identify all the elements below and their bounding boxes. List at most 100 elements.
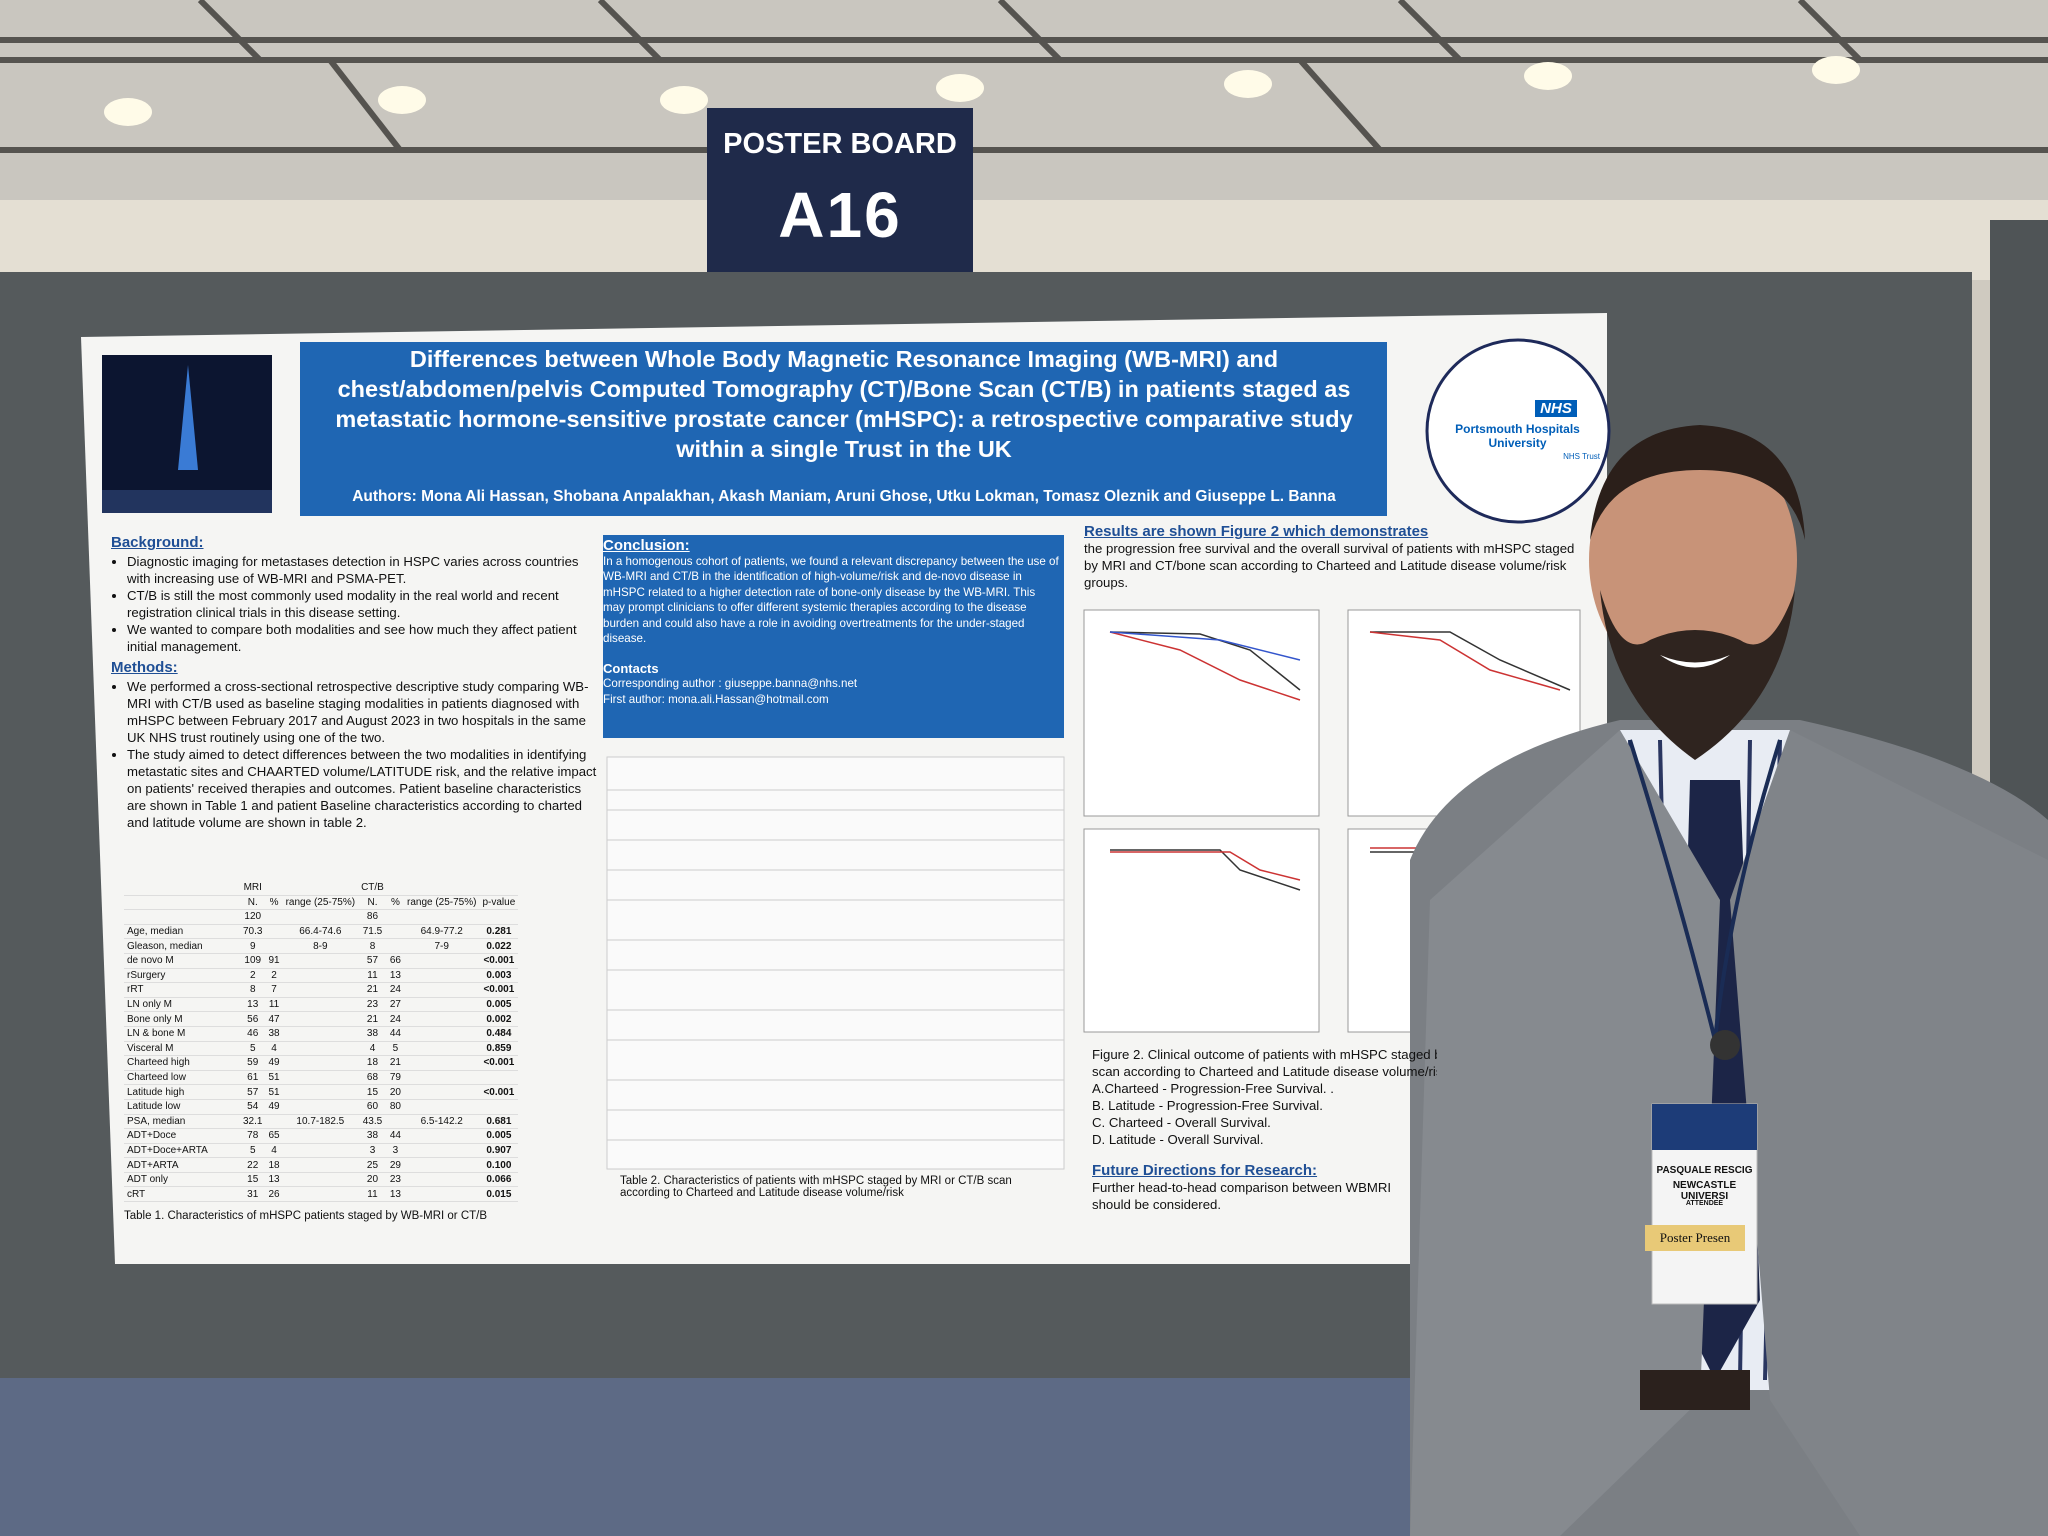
table-cell: [282, 1026, 359, 1042]
table-cell: [403, 1143, 480, 1159]
table-cell: rRT: [124, 982, 240, 998]
table-cell: 8: [358, 938, 387, 954]
table-cell: [479, 909, 519, 925]
table-cell: 56: [240, 1011, 266, 1027]
table-cell: 0.002: [479, 1011, 519, 1027]
table-row: ADT only 15 13 20 23 0.066: [124, 1172, 519, 1188]
table-cell: 26: [265, 1186, 283, 1203]
table-row: Latitude low 54 49 60 80: [124, 1099, 519, 1115]
table-cell: 46: [240, 1026, 266, 1042]
table-1: MRI CT/B N.% range (25-75%) N.% range (25-75%…: [124, 881, 519, 1203]
table-cell: 51: [265, 1070, 283, 1086]
table-cell: PSA, median: [124, 1114, 240, 1130]
table-cell: [282, 1143, 359, 1159]
table-cell: 80: [386, 1099, 404, 1115]
table-cell: [282, 1172, 359, 1188]
future-line: should be considered.: [1092, 1197, 1222, 1212]
table-cell: 0.022: [479, 938, 519, 954]
table-cell: 29: [386, 1157, 404, 1173]
table-cell: range (25-75%): [403, 895, 480, 911]
table-row: rRT 8 7 21 24 <0.001: [124, 982, 519, 998]
table-cell: 38: [265, 1026, 283, 1042]
bullet: The study aimed to detect differences be…: [127, 746, 601, 831]
table-cell: [282, 1157, 359, 1173]
logo-line: Portsmouth Hospitals: [1455, 422, 1580, 436]
table-cell: CT/B: [358, 881, 387, 896]
table-cell: 24: [386, 1011, 404, 1027]
table-cell: 65: [265, 1128, 283, 1144]
table-cell: ADT only: [124, 1172, 240, 1188]
section-heading: Results are shown Figure 2 which demonst…: [1084, 523, 1429, 540]
table-cell: [265, 924, 283, 940]
table-cell: [124, 909, 240, 925]
conclusion: Conclusion: In a homogenous cohort of pa…: [603, 538, 1059, 707]
table-cell: 11: [358, 1186, 387, 1203]
table-row: ADT+Doce 78 65 38 44 0.005: [124, 1128, 519, 1144]
table-cell: LN only M: [124, 997, 240, 1013]
table-row: Charteed low 61 51 68 79: [124, 1070, 519, 1086]
table-cell: 18: [265, 1157, 283, 1173]
table-cell: 22: [240, 1157, 266, 1173]
bullet: We wanted to compare both modalities and…: [127, 621, 601, 655]
table-row: rSurgery 2 2 11 13 0.003: [124, 968, 519, 984]
table-cell: 23: [358, 997, 387, 1013]
table-cell: 109: [240, 953, 266, 969]
table-cell: 60: [358, 1099, 387, 1115]
table-cell: ADT+Doce+ARTA: [124, 1143, 240, 1159]
table-cell: 9: [240, 938, 266, 954]
table-cell: 2: [265, 968, 283, 984]
table-cell: 0.066: [479, 1172, 519, 1188]
table-cell: Visceral M: [124, 1041, 240, 1057]
table-cell: 11: [358, 968, 387, 984]
table-cell: [124, 895, 240, 911]
table-cell: [386, 938, 404, 954]
table-cell: Latitude high: [124, 1084, 240, 1100]
table-cell: [386, 909, 404, 925]
table-cell: 70.3: [240, 924, 266, 940]
table-cell: LN & bone M: [124, 1026, 240, 1042]
table-cell: [403, 968, 480, 984]
table-cell: [403, 1157, 480, 1173]
table-cell: [282, 1055, 359, 1071]
table-cell: [403, 997, 480, 1013]
table-cell: [403, 1128, 480, 1144]
table-cell: 68: [358, 1070, 387, 1086]
tower: [178, 365, 198, 470]
table-cell: [403, 909, 480, 925]
table-cell: 0.859: [479, 1041, 519, 1057]
person: [1410, 425, 2048, 1536]
badge-name: PASQUALE RESCIG: [1656, 1165, 1753, 1176]
table-cell: [403, 881, 480, 896]
table-cell: 0.100: [479, 1157, 519, 1173]
future-line: Further head-to-head comparison between …: [1092, 1180, 1392, 1195]
table-cell: <0.001: [479, 953, 519, 969]
table-cell: N.: [358, 895, 387, 911]
table-cell: 51: [265, 1084, 283, 1100]
title-banner: [300, 342, 1387, 516]
table-cell: 8: [240, 982, 266, 998]
table-cell: ADT+ARTA: [124, 1157, 240, 1173]
table-cell: rSurgery: [124, 968, 240, 984]
table-cell: [282, 1128, 359, 1144]
table-cell: 49: [265, 1099, 283, 1115]
logo-line: University: [1488, 436, 1547, 450]
table-cell: 3: [358, 1143, 387, 1159]
table-cell: [403, 1172, 480, 1188]
table-cell: 5: [240, 1041, 266, 1057]
table-cell: 44: [386, 1128, 404, 1144]
table-cell: 64.9-77.2: [403, 924, 480, 940]
table-cell: ADT+Doce: [124, 1128, 240, 1144]
logo-ring: [1425, 338, 1611, 524]
table-cell: [282, 909, 359, 925]
table-cell: 13: [386, 968, 404, 984]
table-cell: range (25-75%): [282, 895, 359, 911]
table-cell: 66: [386, 953, 404, 969]
caption-line: B. Latitude - Progression-Free Survival.: [1092, 1098, 1323, 1113]
table-cell: p-value: [479, 895, 519, 911]
table-cell: 21: [358, 1011, 387, 1027]
table-row: ADT+Doce+ARTA 5 4 3 3 0.907: [124, 1143, 519, 1159]
table-cell: 8-9: [282, 938, 359, 954]
figure-caption: Figure 2. Clinical outcome of patients w…: [1092, 1046, 1437, 1148]
table-cell: [403, 1186, 480, 1203]
table-cell: 43.5: [358, 1114, 387, 1130]
